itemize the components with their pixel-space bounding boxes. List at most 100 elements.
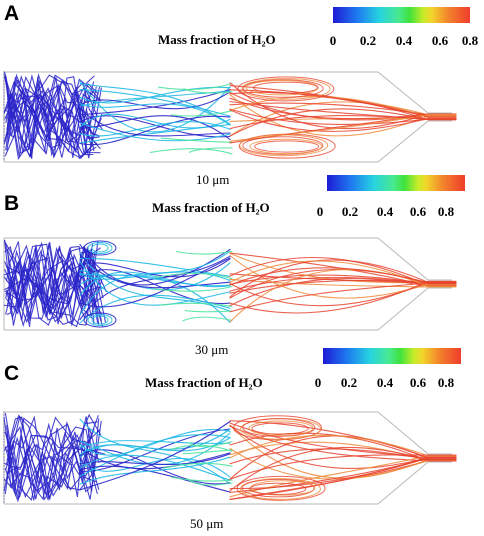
vortex bbox=[239, 478, 321, 500]
colorbar-tick: 0 bbox=[314, 375, 322, 390]
colorbar-tick: 0.8 bbox=[437, 375, 455, 390]
inlet-dot bbox=[3, 432, 5, 434]
inlet-dot bbox=[3, 98, 5, 100]
streamline bbox=[6, 241, 94, 309]
colorbar bbox=[327, 175, 465, 191]
streamline bbox=[160, 137, 233, 143]
vortex bbox=[236, 475, 326, 501]
streamline bbox=[79, 453, 231, 466]
panel-a: A Mass fraction of H₂O 0 0.2 0.4 0.6 0.8… bbox=[0, 0, 484, 187]
inlet-dot bbox=[3, 495, 5, 497]
streamline bbox=[79, 91, 231, 110]
streamline bbox=[175, 250, 233, 255]
channel-wall bbox=[4, 237, 452, 331]
colorbar-tick: 0.8 bbox=[437, 204, 455, 219]
streamline bbox=[229, 447, 457, 480]
streamline bbox=[229, 422, 457, 459]
streamline bbox=[79, 82, 231, 125]
inlet-dot bbox=[3, 477, 5, 479]
inlet-dot bbox=[3, 152, 5, 154]
streamline bbox=[229, 108, 457, 126]
streamline bbox=[79, 271, 231, 296]
inlet-dot bbox=[3, 426, 5, 428]
streamline bbox=[229, 97, 457, 120]
streamline-plot bbox=[3, 237, 457, 331]
panel-label: A bbox=[4, 2, 20, 25]
streamline bbox=[79, 418, 231, 485]
colorbar-title: Mass fraction of H₂O bbox=[152, 200, 270, 215]
streamline bbox=[170, 110, 233, 117]
panel-label: C bbox=[4, 362, 20, 385]
vortex bbox=[241, 478, 315, 498]
inlet-dot bbox=[3, 414, 5, 416]
inlet-dot bbox=[3, 480, 5, 482]
streamline bbox=[4, 421, 98, 498]
inlet-dot bbox=[3, 149, 5, 151]
streamline bbox=[149, 148, 233, 155]
inlet-dot bbox=[3, 122, 5, 124]
eddy bbox=[83, 240, 117, 256]
inlet-dot bbox=[3, 456, 5, 458]
streamline bbox=[79, 108, 231, 137]
inlet-dot bbox=[3, 86, 5, 88]
vortex bbox=[242, 136, 324, 155]
vortex bbox=[241, 77, 331, 100]
eddy bbox=[87, 242, 113, 254]
scale-label: 10 μm bbox=[196, 172, 230, 187]
inlet-dot bbox=[3, 155, 5, 157]
inlet-dot bbox=[3, 107, 5, 109]
inlet-dot bbox=[3, 89, 5, 91]
colorbar-tick: 0.6 bbox=[431, 33, 449, 48]
streamline bbox=[6, 73, 98, 158]
streamline bbox=[79, 446, 231, 470]
streamline bbox=[79, 454, 231, 481]
eddy bbox=[83, 312, 117, 328]
inlet-dot bbox=[3, 498, 5, 500]
streamline bbox=[79, 103, 231, 126]
streamline bbox=[4, 413, 102, 490]
inlet-dot bbox=[3, 465, 5, 467]
streamline bbox=[162, 462, 233, 469]
channel-wall bbox=[4, 71, 452, 163]
inlet-dot bbox=[3, 146, 5, 148]
colorbar-title: Mass fraction of H₂O bbox=[145, 375, 263, 390]
streamline bbox=[229, 260, 457, 287]
streamline bbox=[7, 92, 98, 145]
streamline bbox=[79, 294, 231, 324]
vortex bbox=[237, 76, 335, 102]
streamline bbox=[170, 476, 233, 482]
streamline bbox=[229, 109, 457, 132]
vortex bbox=[249, 482, 307, 496]
inlet-dot bbox=[3, 486, 5, 488]
colorbar-tick: 0.6 bbox=[409, 204, 427, 219]
streamline bbox=[170, 444, 233, 452]
vortex bbox=[252, 81, 318, 94]
streamline bbox=[79, 250, 231, 316]
vortex bbox=[242, 79, 324, 98]
streamline bbox=[79, 465, 231, 493]
streamline bbox=[4, 74, 101, 149]
colorbar-tick: 0.4 bbox=[395, 33, 413, 48]
inlet-dot bbox=[3, 80, 5, 82]
inlet-dot bbox=[3, 134, 5, 136]
streamline bbox=[182, 449, 233, 455]
streamline bbox=[184, 310, 233, 313]
inlet-dot bbox=[3, 501, 5, 503]
inlet-dot bbox=[3, 468, 5, 470]
streamline bbox=[79, 257, 231, 308]
streamline bbox=[79, 243, 231, 286]
inlet-dot bbox=[3, 116, 5, 118]
inlet-dot bbox=[3, 125, 5, 127]
streamline bbox=[182, 316, 233, 322]
inlet-dot bbox=[3, 411, 5, 413]
streamline bbox=[4, 245, 103, 317]
streamline bbox=[79, 89, 231, 116]
streamline bbox=[79, 115, 231, 146]
colorbar-tick: 0.2 bbox=[359, 33, 377, 48]
streamline-plot bbox=[3, 411, 457, 505]
inlet-dot bbox=[3, 83, 5, 85]
streamline bbox=[79, 456, 231, 485]
streamline bbox=[79, 257, 231, 277]
inlet-dot bbox=[3, 453, 5, 455]
colorbar-title: Mass fraction of H₂O bbox=[158, 32, 276, 47]
